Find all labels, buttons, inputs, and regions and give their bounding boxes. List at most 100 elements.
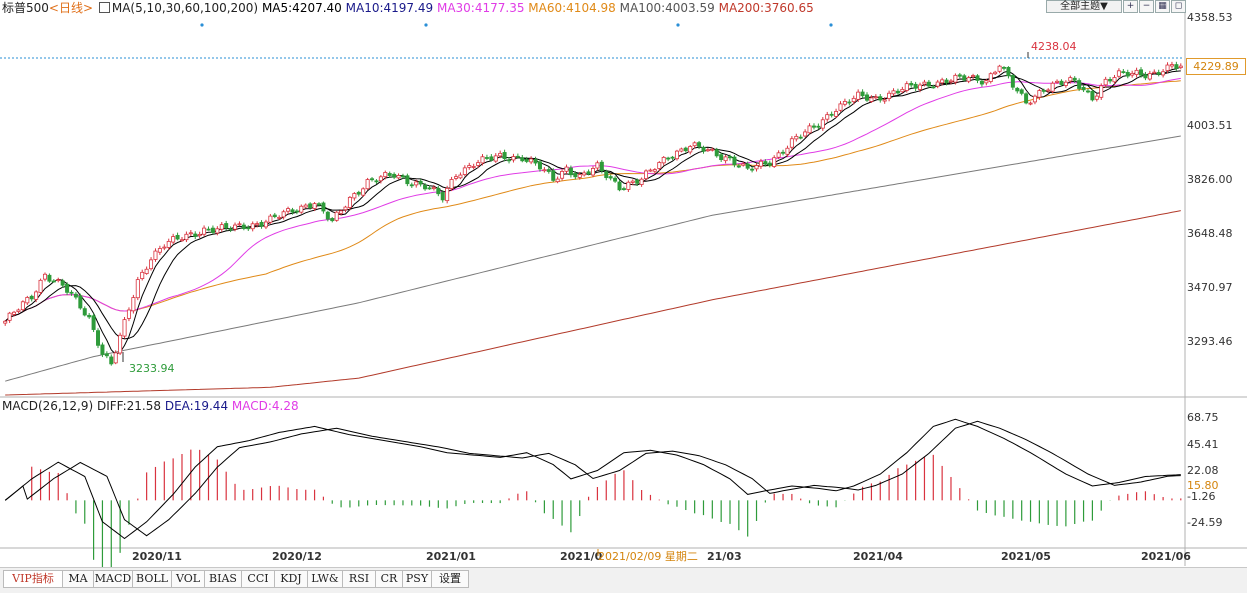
candle-body [524,159,529,162]
candle-body [330,218,335,222]
x-axis-label: 2020/12 [272,550,322,563]
tab-ma[interactable]: MA [62,570,94,588]
candle-body [1152,71,1157,74]
candle-body [613,177,618,182]
period-label[interactable]: <日线> [48,1,94,15]
candle-body [423,184,428,190]
zoom-out-icon[interactable]: − [1139,0,1154,13]
candle-body [12,311,17,315]
tab-cci[interactable]: CCI [241,570,275,588]
price-tick-label: 3470.97 [1187,281,1233,294]
candle-body [555,178,560,183]
candle-body [303,204,308,208]
candle-body [674,150,679,160]
tab-kdj[interactable]: KDJ [274,570,308,588]
candle-body [728,156,733,159]
theme-dropdown-button[interactable]: 全部主题▼ [1046,0,1122,13]
candle-body [1081,86,1086,91]
candle-body [736,165,741,168]
candle-body [719,154,724,161]
diff-line [4,418,1181,540]
candle-body [339,210,344,214]
candle-body [250,223,255,230]
candle-body [705,149,710,152]
candle-body [842,101,847,105]
candle-body [378,176,383,182]
macd-tick-label: -24.59 [1187,516,1222,529]
candle-body [308,203,313,209]
x-axis-label: 2021/0 [560,550,603,563]
candle-body [38,279,43,293]
candle-body [935,81,940,87]
candle-body [1072,77,1077,81]
tab-lw[interactable]: LW& [307,570,343,588]
window-icon[interactable]: ◻ [1171,0,1186,13]
candle-body [436,187,441,195]
low-annotation: 3233.94 [129,362,175,375]
candle-body [1169,64,1174,67]
candle-body [595,162,600,169]
candle-body [953,74,958,83]
candle-body [1121,71,1126,74]
tab-bias[interactable]: BIAS [204,570,242,588]
candle-body [69,291,74,294]
ma-toggle-icon[interactable] [98,2,110,13]
candle-body [652,169,657,172]
tab-vip[interactable]: VIP指标 [3,570,63,588]
grid-icon[interactable]: ▦ [1155,0,1170,13]
price-tick-label: 4003.51 [1187,119,1233,132]
candle-body [511,156,516,161]
candle-body [104,353,109,357]
candle-body [153,250,158,260]
candle-body [233,224,238,230]
candle-body [644,170,649,180]
candle-body [1037,90,1042,98]
candle-body [312,203,317,209]
tab-vol[interactable]: VOL [171,570,205,588]
tab-cr[interactable]: CR [375,570,403,588]
tab-rsi[interactable]: RSI [342,570,376,588]
candle-body [78,295,83,309]
candle-body [825,114,830,120]
candle-body [1041,89,1046,92]
candle-body [263,221,268,228]
candle-body [476,162,481,166]
candle-body [392,173,397,178]
candle-body [224,223,229,229]
candle-body [630,180,635,183]
candle-body [564,166,569,172]
candle-body [184,233,189,241]
zoom-in-icon[interactable]: + [1123,0,1138,13]
candle-body [56,279,61,282]
candles-group [3,61,1183,366]
candle-body [887,92,892,99]
candle-body [100,344,105,355]
event-marker [200,23,204,27]
candle-body [241,224,246,229]
candle-body [838,103,843,111]
tab-boll[interactable]: BOLL [132,570,172,588]
candle-body [1178,65,1183,68]
candle-body [1134,69,1139,75]
macd-tick-label: 22.08 [1187,464,1219,477]
tab-settings[interactable]: 设置 [431,570,469,588]
candle-body [621,188,626,190]
candle-body [255,223,260,226]
candle-body [847,101,852,104]
ma10-value: MA10:4197.49 [345,1,434,15]
candle-body [944,79,949,84]
candle-body [73,293,78,298]
candle-body [560,170,565,179]
x-axis-label: 2020/11 [132,550,182,563]
candle-body [1059,80,1064,85]
candle-body [361,188,366,196]
candle-body [286,208,291,212]
candle-body [113,352,118,364]
event-marker [829,23,833,27]
candle-body [471,166,476,168]
tab-macd[interactable]: MACD [93,570,133,588]
candle-body [1055,80,1060,83]
candle-body [206,228,211,231]
tab-psy[interactable]: PSY [402,570,432,588]
